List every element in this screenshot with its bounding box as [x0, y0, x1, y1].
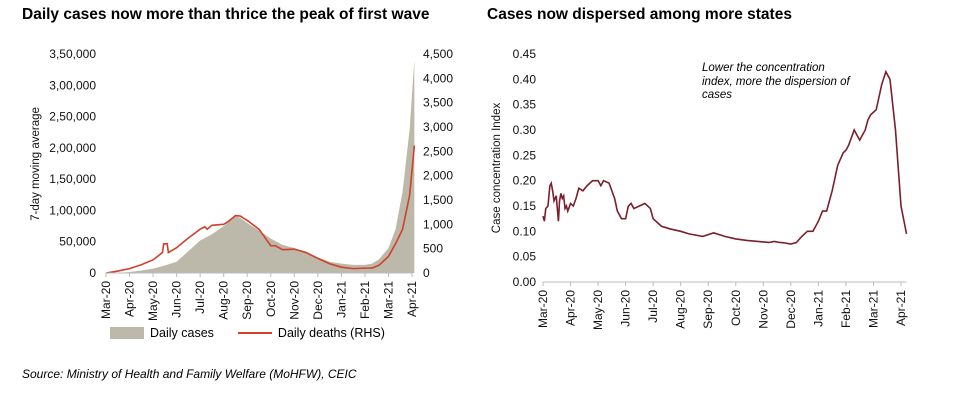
- y-tick-label-left: 3,00,000: [49, 78, 96, 92]
- x-tick-label: Jul-20: [193, 281, 207, 314]
- y-tick-label-left: 1,50,000: [49, 172, 96, 186]
- x-tick-label: Mar-21: [381, 281, 395, 319]
- x-tick-label: Aug-20: [217, 281, 231, 320]
- y-tick-label-right: 4,000: [423, 71, 453, 85]
- x-tick-label: May-20: [146, 281, 160, 321]
- x-tick-label: Dec-20: [311, 281, 325, 320]
- legend-label-daily-cases: Daily cases: [150, 326, 214, 340]
- x-tick-label: Mar-20: [99, 281, 113, 319]
- daily-deaths-line: [105, 145, 416, 274]
- y-tick-label-right: 3,500: [423, 96, 453, 110]
- y-tick-label-right: 4,500: [423, 47, 453, 61]
- y-axis-label-left: 7-day moving average: [30, 107, 42, 221]
- chart-title-concentration: Cases now dispersed among more states: [487, 6, 792, 23]
- y-tick-label-left: 2,00,000: [49, 141, 96, 155]
- x-tick-label: Apr-21: [405, 281, 419, 317]
- y-tick-label-right: 3,000: [423, 120, 453, 134]
- legend-swatch-daily-cases: [110, 327, 144, 339]
- x-tick-label: Sep-20: [240, 281, 254, 320]
- legend-swatch-daily-deaths: [237, 332, 272, 334]
- y-tick-label-left: 2,50,000: [49, 110, 96, 124]
- x-tick-label: Jan-21: [334, 281, 348, 318]
- y-tick-label-right: 1,000: [423, 217, 453, 231]
- chart-title-daily-cases: Daily cases now more than thrice the pea…: [22, 6, 430, 23]
- y-tick-label-right: 500: [423, 242, 443, 256]
- x-tick-label: Feb-21: [358, 281, 372, 319]
- y-tick-label-left: 3,50,000: [49, 47, 96, 61]
- legend: Daily cases Daily deaths (RHS): [110, 326, 385, 340]
- y-tick-label-right: 1,500: [423, 193, 453, 207]
- y-tick-label-right: 2,500: [423, 144, 453, 158]
- y-tick-label-right: 0: [423, 266, 430, 280]
- y-tick-label-left: 50,000: [59, 235, 96, 249]
- x-tick-label: Oct-20: [264, 281, 278, 317]
- x-tick-label: Nov-20: [287, 281, 301, 320]
- legend-label-daily-deaths: Daily deaths (RHS): [277, 326, 385, 340]
- x-tick-label: Jun-20: [170, 281, 184, 318]
- chart-annotation: Lower the concentration index, more the …: [702, 62, 850, 101]
- daily-cases-area: [106, 60, 415, 273]
- y-tick-label-right: 2,000: [423, 169, 453, 183]
- source-note: Source: Ministry of Health and Family We…: [22, 367, 357, 381]
- x-tick-label: Apr-20: [123, 281, 137, 317]
- y-tick-label-left: 1,00,000: [49, 203, 96, 217]
- y-tick-label-left: 0: [89, 266, 96, 280]
